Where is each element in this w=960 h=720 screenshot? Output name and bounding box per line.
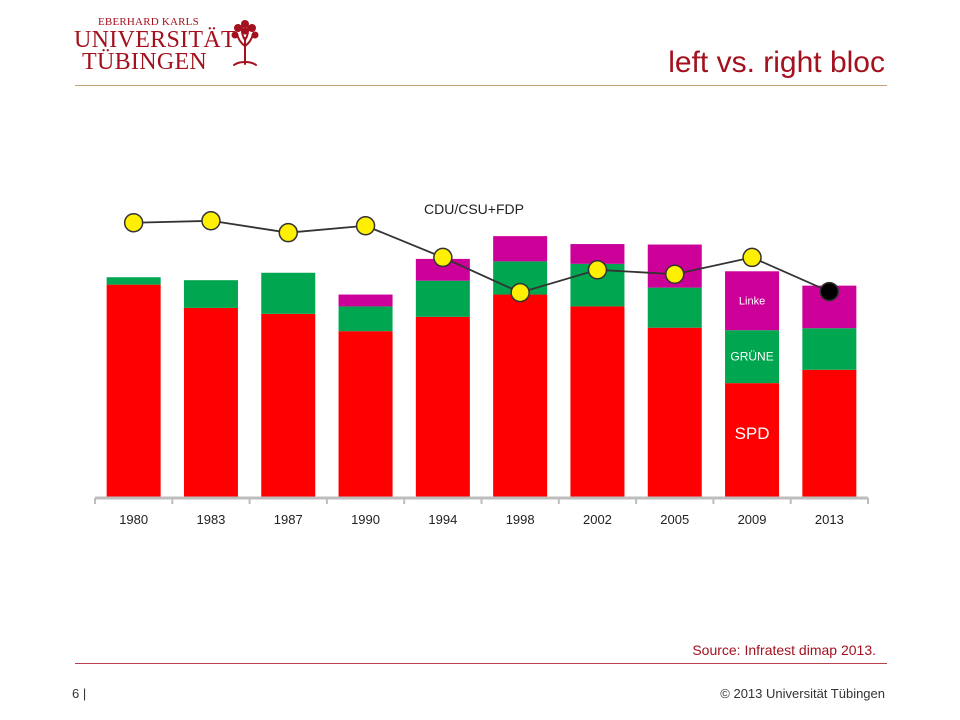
x-axis-labels: 1980 1983 1987 1990 1994 1998 2002 2005 2009 2013 — [119, 512, 844, 527]
line-marker-2013 — [819, 281, 840, 302]
bar-grne-2009 — [725, 330, 780, 384]
bar-spd-1994 — [415, 316, 470, 497]
line-marker-1983 — [201, 211, 221, 231]
header-divider — [75, 85, 887, 86]
bar-spd-1983 — [183, 307, 238, 497]
x-tick-label-2005: 2005 — [660, 512, 689, 527]
line-marker-1980 — [123, 213, 144, 233]
bar-spd-2002 — [570, 306, 625, 497]
logo-line-3: TÜBINGEN — [82, 49, 208, 75]
x-tick-label-2013: 2013 — [815, 512, 844, 527]
line-marker-1994 — [433, 247, 453, 268]
bar-grne-1980 — [106, 277, 161, 285]
x-tick-label-1994: 1994 — [428, 512, 457, 527]
university-logo: EBERHARD KARLS UNIVERSITÄT TÜBINGEN — [74, 14, 274, 74]
copyright: © 2013 Universität Tübingen — [720, 686, 885, 701]
line-marker-2005 — [665, 264, 685, 284]
line-marker-2002 — [587, 260, 608, 280]
x-tick-label-2009: 2009 — [738, 512, 767, 527]
x-tick-label-1980: 1980 — [119, 512, 148, 527]
bar-grne-1990 — [338, 306, 393, 332]
footer-divider — [75, 663, 887, 664]
in-chart-label-linke: Linke — [739, 296, 765, 308]
tree-emblem-icon — [231, 20, 259, 66]
bar-linke-2002 — [570, 244, 625, 264]
x-tick-label-2002: 2002 — [583, 512, 612, 527]
slide-title: left vs. right bloc — [668, 46, 885, 79]
in-chart-label-spd: SPD — [735, 424, 770, 443]
bar-linke-1998 — [493, 236, 548, 262]
x-tick-label-1983: 1983 — [196, 512, 225, 527]
in-chart-label-gruene: GRÜNE — [730, 350, 773, 364]
bar-spd-1980 — [106, 284, 161, 497]
logo-line-1: EBERHARD KARLS — [98, 16, 199, 28]
line-series — [123, 211, 840, 303]
bar-spd-1990 — [338, 331, 393, 497]
source-note: Source: Infratest dimap 2013. — [692, 642, 876, 658]
x-tick-label-1987: 1987 — [274, 512, 303, 527]
line-marker-2009 — [742, 247, 762, 268]
bar-grne-1994 — [415, 280, 470, 317]
bar-grne-1987 — [261, 272, 316, 314]
bar-linke-1990 — [338, 294, 393, 307]
bar-grne-2005 — [647, 287, 702, 328]
bar-spd-1987 — [261, 313, 316, 497]
x-axis-ticks — [94, 498, 869, 504]
line-marker-1987 — [278, 222, 298, 243]
bar-linke-2009 — [725, 271, 780, 331]
bar-grne-1983 — [183, 280, 238, 308]
line-series-label: CDU/CSU+FDP — [424, 201, 524, 217]
bar-grne-2013 — [802, 328, 857, 370]
bar-spd-2005 — [647, 327, 702, 497]
line-cdu-csu-fdp — [133, 219, 830, 294]
bar-spd-2009 — [725, 383, 780, 497]
bar-spd-2013 — [802, 369, 857, 497]
line-marker-1998 — [510, 282, 530, 303]
logo-line-2: UNIVERSITÄT — [74, 27, 236, 53]
x-tick-label-1998: 1998 — [506, 512, 535, 527]
page-number: 6 | — [72, 686, 87, 701]
x-tick-label-1990: 1990 — [351, 512, 380, 527]
line-marker-1990 — [355, 215, 376, 236]
bar-spd-1998 — [493, 294, 548, 497]
